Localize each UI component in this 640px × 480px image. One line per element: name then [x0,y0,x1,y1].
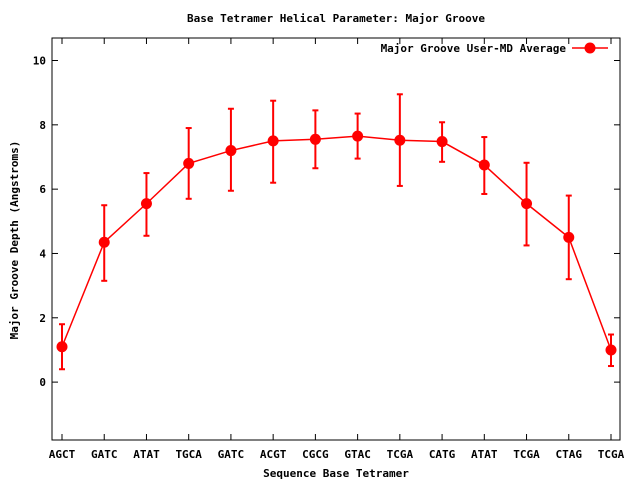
data-point [225,145,237,157]
y-tick-label: 0 [39,376,46,389]
data-point [56,341,68,353]
x-tick-label: GATC [218,448,245,461]
x-tick-label: TCGA [387,448,414,461]
data-point [521,198,533,210]
y-tick-label: 10 [33,55,46,68]
x-tick-label: CGCG [302,448,329,461]
chart-title: Base Tetramer Helical Parameter: Major G… [187,12,485,25]
x-tick-label: TCGA [513,448,540,461]
y-tick-label: 2 [39,312,46,325]
x-tick-label: TCGA [598,448,625,461]
data-point [394,134,406,146]
series-layer [56,93,617,371]
x-axis-label: Sequence Base Tetramer [263,467,409,480]
data-point [140,198,152,210]
legend: Major Groove User-MD Average [381,42,608,55]
axis-ticks: 0 2 4 6 8 10 AGCT GATC ATAT TGCA GATC ACGT CGCG GTAC T… [33,38,625,461]
plot-area-frame [51,37,621,441]
y-axis-label: Major Groove Depth (Angstroms) [8,141,21,340]
x-tick-label: ATAT [471,448,498,461]
x-tick-label: TGCA [175,448,202,461]
data-point [352,130,364,142]
x-tick-label: ATAT [133,448,160,461]
legend-label: Major Groove User-MD Average [381,42,567,55]
x-tick-label: AGCT [49,448,76,461]
data-point [563,231,575,243]
data-point [267,135,279,147]
x-tick-label: GATC [91,448,118,461]
legend-marker [584,42,596,54]
data-point [309,133,321,145]
y-tick-label: 6 [39,183,46,196]
y-tick-label: 4 [39,247,46,260]
x-tick-label: GTAC [344,448,371,461]
x-tick-label: ACGT [260,448,287,461]
data-point [605,344,617,356]
x-tick-label: CTAG [556,448,583,461]
x-tick-label: CATG [429,448,456,461]
data-point [183,157,195,169]
y-tick-label: 8 [39,119,46,132]
data-point [478,159,490,171]
data-point [436,136,448,148]
data-point [98,236,110,248]
series-line [61,135,612,351]
